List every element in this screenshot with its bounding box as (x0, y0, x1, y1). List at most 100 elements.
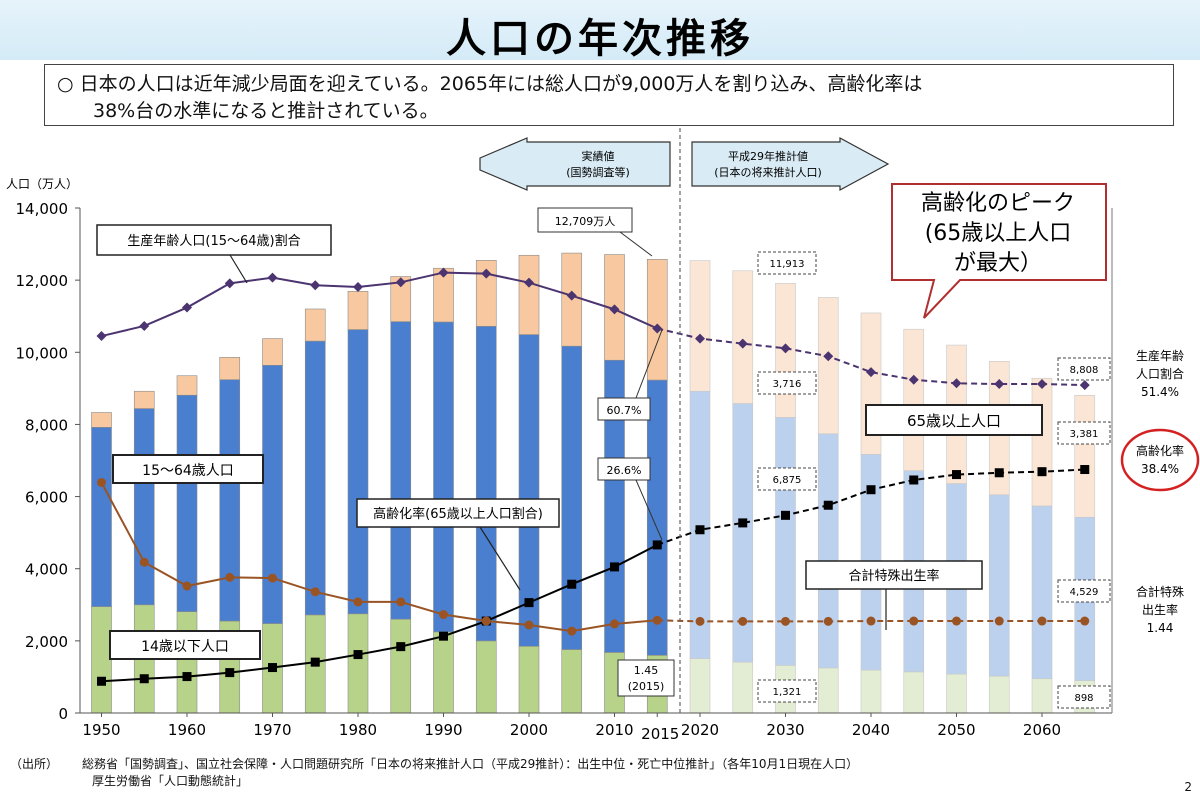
bar-age65plus-1995 (475, 260, 497, 327)
tfr-point-2050 (952, 616, 961, 626)
aging-rate-point-2065 (1080, 465, 1090, 475)
right-aging-2: 38.4% (1141, 462, 1179, 476)
working-ratio-point-2015 (652, 323, 663, 334)
age65-label: 65歳以上人口 (907, 412, 1001, 430)
bar-age0-14-2050 (946, 673, 967, 714)
bar-age0-14-2000 (518, 645, 540, 714)
bar-age65plus-1980 (347, 291, 369, 330)
page-title: 人口の年次推移 (446, 16, 754, 62)
bar-age65plus-2020 (689, 260, 711, 392)
aging-rate-label: 高齢化率(65歳以上人口割合) (373, 506, 543, 522)
tfr-point-2020 (695, 616, 705, 626)
right-tfr-2: 出生率 (1142, 602, 1178, 617)
tfr-point-2010 (610, 619, 619, 629)
working-ratio-label: 生産年齢人口(15～64歳)割合 (127, 233, 300, 249)
right-tfr-3: 1.44 (1147, 621, 1174, 635)
annotation-ratio-2015: 60.7% (597, 329, 663, 421)
title-band (0, 0, 1200, 60)
bar-age65plus-2000 (518, 254, 540, 335)
summary-box: ○ 日本の人口は近年減少局面を迎えている。2065年には総人口が9,000万人を… (44, 64, 1174, 126)
working-ratio-point-2020 (695, 333, 705, 344)
x-tick-label: 2020 (681, 721, 719, 739)
working-ratio-point-2005 (566, 290, 577, 301)
bar-age0-14-2035 (817, 667, 839, 714)
bar-age0-14-2005 (561, 649, 583, 714)
bar-age15-64-1965 (219, 379, 241, 622)
working-ratio-point-2065 (1079, 380, 1090, 391)
annotation-aging-2015: 26.6% (597, 457, 663, 541)
right-working-3: 51.4% (1141, 385, 1179, 399)
bar-age0-14-1960 (176, 611, 198, 714)
tfr-point-2065 (1080, 616, 1090, 626)
working-ratio-point-1980 (353, 281, 363, 292)
right-labels: 生産年齢 人口割合 51.4% 高齢化率 38.4% 合計特殊 出生率 1.44 (1120, 348, 1200, 635)
projection-arrow: 平成29年推計値 (日本の将来推計人口) (691, 136, 890, 192)
y-tick-label: 8,000 (25, 416, 68, 434)
aging-rate-point-1980 (353, 650, 363, 660)
tfr-callout: 合計特殊出生率 (805, 560, 983, 630)
age15-64-callout: 15～64歳人口 (112, 454, 264, 484)
working-ratio-point-1990 (438, 267, 449, 278)
bar-age15-64-1960 (176, 394, 198, 612)
bar-age15-64-2060 (1031, 505, 1053, 680)
bar-age15-64-2015 (646, 379, 668, 656)
s1564-2065-text: 4,529 (1070, 587, 1099, 598)
working-ratio-point-2030 (780, 343, 791, 354)
x-tick-label: 2050 (937, 721, 975, 739)
tfr-point-1995 (481, 616, 491, 626)
working-ratio-point-1960 (182, 302, 192, 313)
x-tick-label: 1950 (82, 721, 120, 739)
x-tick-label: 1980 (339, 721, 377, 739)
bar-age15-64-1955 (133, 408, 155, 606)
bar-age0-14-2020 (689, 658, 711, 714)
bar-age0-14-1950 (91, 606, 112, 714)
s1564-2030-text: 6,875 (773, 475, 802, 486)
bar-age15-64-2035 (817, 433, 839, 669)
s65-2065-text: 3,381 (1070, 429, 1099, 440)
aging-rate-point-2010 (610, 562, 619, 572)
aging-rate-point-1960 (182, 672, 192, 682)
right-working-2: 人口割合 (1136, 366, 1184, 381)
working-ratio-point-2045 (908, 374, 919, 385)
source-line-1: 総務省「国勢調査」、国立社会保障・人口問題研究所「日本の将来推計人口（平成29推… (82, 757, 859, 771)
aging-rate-point-2035 (823, 500, 833, 510)
working-ratio-point-1985 (395, 277, 406, 288)
right-tfr-1: 合計特殊 (1136, 584, 1184, 599)
bar-age15-64-2005 (561, 345, 583, 650)
aging-rate-point-2050 (952, 470, 961, 480)
bar-age65plus-1955 (133, 390, 155, 409)
bar-age65plus-1950 (91, 412, 112, 428)
bar-age15-64-1980 (347, 329, 369, 615)
tfr-point-1980 (353, 597, 363, 607)
working-ratio-point-2010 (609, 304, 620, 315)
tfr-point-2005 (567, 626, 577, 636)
aging-rate-point-1965 (225, 668, 235, 678)
age15-64-label: 15～64歳人口 (142, 463, 234, 479)
aging-rate-point-2015 (652, 540, 662, 550)
aging-rate-point-2055 (994, 468, 1004, 478)
x-tick-label: 1970 (253, 721, 291, 739)
tfr-2015-text-2: (2015) (628, 680, 665, 693)
bar-age0-14-2025 (732, 661, 754, 714)
right-aging-1: 高齢化率 (1136, 443, 1184, 458)
tfr-point-1975 (310, 587, 320, 597)
working-ratio-line-actual (101, 271, 658, 338)
bar-age0-14-1990 (433, 631, 454, 714)
bar-age0-14-1995 (475, 640, 497, 714)
s014-2065-text: 898 (1074, 693, 1093, 704)
bar-age15-64-1950 (91, 427, 112, 607)
working-ratio-point-1955 (139, 320, 150, 331)
aging-rate-point-1950 (97, 676, 106, 686)
tfr-2015-text-1: 1.45 (634, 664, 659, 677)
working-ratio-callout: 生産年齢人口(15～64歳)割合 (96, 224, 332, 284)
bar-age15-64-1975 (304, 340, 326, 616)
bar-age65plus-1965 (219, 357, 241, 381)
tfr-point-2045 (909, 616, 919, 626)
tfr-point-2040 (866, 616, 876, 626)
bar-age15-64-1990 (433, 321, 454, 633)
ratio-2015-text: 60.7% (607, 404, 642, 417)
tfr-point-1970 (268, 573, 277, 583)
s014-2030-text: 1,321 (773, 687, 802, 698)
bar-age65plus-1975 (304, 308, 326, 342)
